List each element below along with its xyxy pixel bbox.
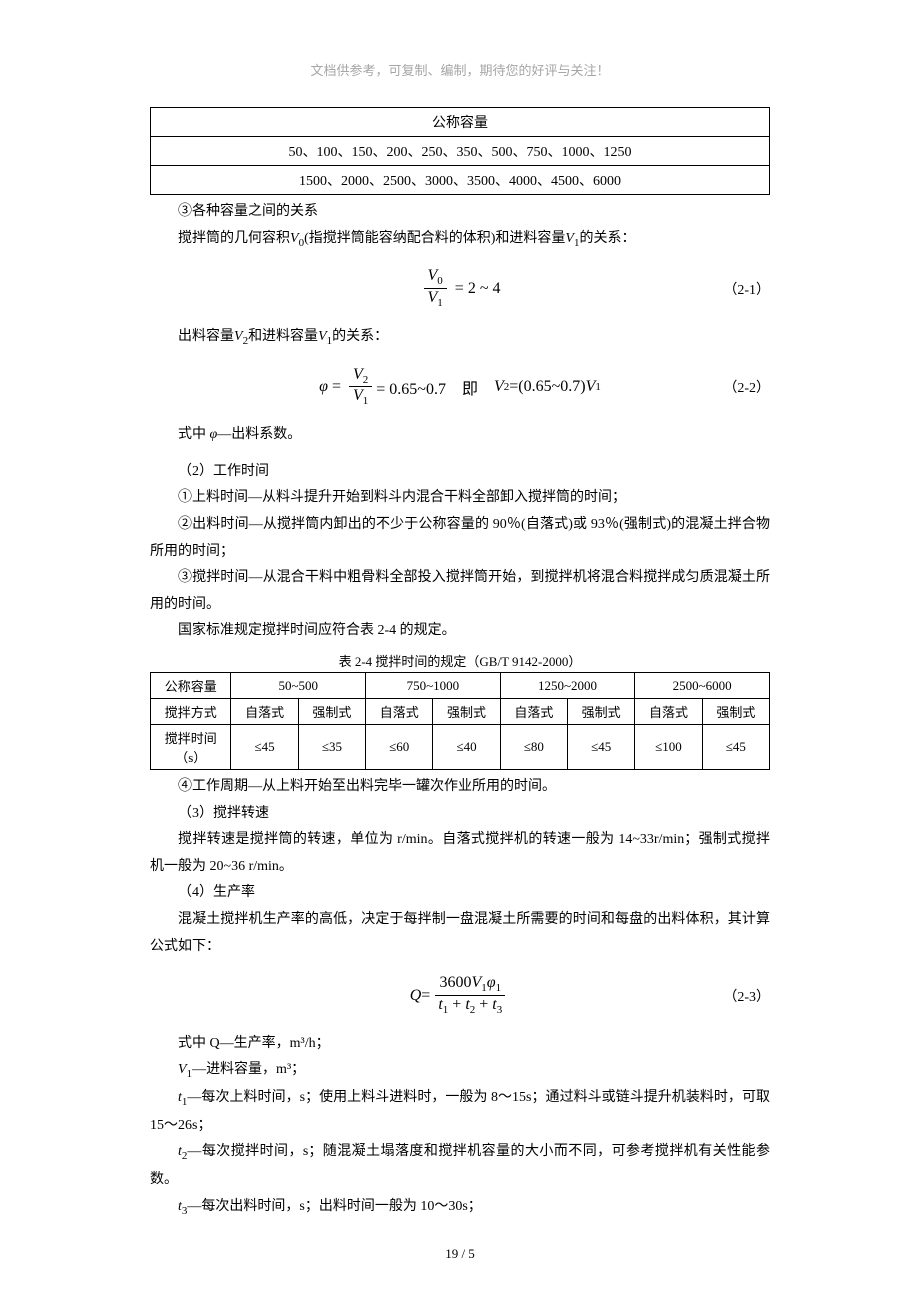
paragraph: t3—每次出料时间，s；出料时间一般为 10～30s； (150, 1194, 770, 1222)
text: = (421, 987, 430, 1005)
var: V (471, 974, 481, 991)
sub: 1 (437, 297, 443, 309)
text: (指搅拌筒能容纳配合料的体积)和进料容量 (304, 231, 565, 246)
table-cell: 搅拌时间（s） (151, 725, 231, 770)
text: 式中 (178, 427, 210, 442)
paragraph: V1—进料容量，m³； (150, 1057, 770, 1085)
table-cell: ≤60 (366, 725, 433, 770)
table-cell: ≤80 (500, 725, 567, 770)
text: 的关系： (579, 231, 635, 246)
text: —每次上料时间，s；使用上料斗进料时，一般为 8～15s；通过料斗或链斗提升机装… (150, 1090, 770, 1133)
eq-number: （2-3） (723, 986, 770, 1006)
table-2-4-caption: 表 2-4 搅拌时间的规定（GB/T 9142-2000） (150, 651, 770, 670)
table-cell: ≤100 (635, 725, 702, 770)
var: φ (319, 378, 328, 396)
paragraph: 式中 Q—生产率，m³/h； (150, 1031, 770, 1058)
sub: 1 (595, 381, 601, 393)
var: V (234, 329, 243, 344)
paragraph: ①上料时间—从料斗提升开始到料斗内混合干料全部卸入搅拌筒的时间； (150, 485, 770, 512)
text: = 0.65~0.7 即 (376, 375, 494, 399)
table-cell: 自落式 (635, 699, 702, 725)
equation-2-2: φ = V2 V1 = 0.65~0.7 即 V2 =(0.65~0.7) V1… (150, 366, 770, 409)
var: V (353, 387, 363, 404)
var: V (586, 378, 596, 396)
eq-number: （2-1） (723, 279, 770, 299)
sub: 1 (363, 396, 369, 408)
var: V (565, 231, 574, 246)
paragraph: 混凝土搅拌机生产率的高低，决定于每拌制一盘混凝土所需要的时间和每盘的出料体积，其… (150, 907, 770, 960)
equation-2-1: V0 V1 = 2 ~ 4 （2-1） (150, 267, 770, 310)
eq-number: （2-2） (723, 377, 770, 397)
text: —每次搅拌时间，s；随混凝土塌落度和搅拌机容量的大小而不同，可参考搅拌机有关性能… (150, 1144, 770, 1187)
paragraph: （3）搅拌转速 (150, 801, 770, 828)
rhs: = 2 ~ 4 (455, 280, 501, 298)
page-footer: 19 / 5 (150, 1246, 770, 1262)
text: = (332, 378, 341, 396)
paragraph: ④工作周期—从上料开始至出料完毕一罐次作业所用的时间。 (150, 774, 770, 801)
var: Q (410, 987, 422, 1005)
header-note: 文档供参考，可复制、编制，期待您的好评与关注！ (150, 60, 770, 79)
var: V (353, 366, 363, 383)
sub: 0 (437, 275, 443, 287)
paragraph: （2）工作时间 (150, 459, 770, 486)
var: V (428, 289, 438, 306)
table-cell: ≤45 (231, 725, 298, 770)
table-cell: ≤45 (568, 725, 635, 770)
paragraph: ②出料时间—从搅拌筒内卸出的不少于公称容量的 90％(自落式)或 93％(强制式… (150, 512, 770, 565)
text: + (448, 996, 465, 1013)
var: V (178, 1062, 187, 1077)
table-cell: ≤35 (298, 725, 365, 770)
var: V (318, 329, 327, 344)
paragraph: ③各种容量之间的关系 (150, 199, 770, 226)
equation-2-3: Q = 3600V1φ1 t1 + t2 + t3 （2-3） (150, 974, 770, 1017)
paragraph: 搅拌筒的几何容积V0(指搅拌筒能容纳配合料的体积)和进料容量V1的关系： (150, 226, 770, 254)
table-cell: ≤45 (702, 725, 769, 770)
paragraph: 出料容量V2和进料容量V1的关系： (150, 324, 770, 352)
capacity-table: 公称容量 50、100、150、200、250、350、500、750、1000… (150, 107, 770, 195)
var: V (494, 378, 504, 396)
table-2-4: 公称容量 50~500 750~1000 1250~2000 2500~6000… (150, 672, 770, 770)
text: —每次出料时间，s；出料时间一般为 10～30s； (187, 1199, 481, 1214)
table-cell: 自落式 (500, 699, 567, 725)
table-cell: ≤40 (433, 725, 500, 770)
table-cell: 750~1000 (366, 673, 501, 699)
table-cell: 自落式 (366, 699, 433, 725)
table-cell: 1250~2000 (500, 673, 635, 699)
table-cell: 强制式 (702, 699, 769, 725)
table-cell: 强制式 (568, 699, 635, 725)
text: —进料容量，m³； (192, 1062, 305, 1077)
paragraph: t1—每次上料时间，s；使用上料斗进料时，一般为 8～15s；通过料斗或链斗提升… (150, 1085, 770, 1139)
paragraph: ③搅拌时间—从混合干料中粗骨料全部投入搅拌筒开始，到搅拌机将混合料搅拌成匀质混凝… (150, 565, 770, 618)
table-cell: 搅拌方式 (151, 699, 231, 725)
paragraph: 搅拌转速是搅拌筒的转速，单位为 r/min。自落式搅拌机的转速一般为 14~33… (150, 827, 770, 880)
table-cell: 2500~6000 (635, 673, 770, 699)
sub: 3 (497, 1004, 503, 1016)
table-cell: 50~500 (231, 673, 366, 699)
text: =(0.65~0.7) (509, 378, 585, 396)
paragraph: 国家标准规定搅拌时间应符合表 2-4 的规定。 (150, 618, 770, 645)
text: 3600 (439, 974, 471, 991)
paragraph: t2—每次搅拌时间，s；随混凝土塌落度和搅拌机容量的大小而不同，可参考搅拌机有关… (150, 1139, 770, 1193)
paragraph: （4）生产率 (150, 880, 770, 907)
text: 和进料容量 (248, 329, 318, 344)
var: V (290, 231, 299, 246)
var: φ (487, 974, 496, 991)
text: 出料容量 (178, 329, 234, 344)
table-cell: 强制式 (298, 699, 365, 725)
table-cell: 公称容量 (151, 673, 231, 699)
capacity-header: 公称容量 (151, 108, 770, 137)
text: —出料系数。 (217, 427, 301, 442)
sub: 2 (363, 374, 369, 386)
text: 的关系： (332, 329, 388, 344)
table-cell: 强制式 (433, 699, 500, 725)
var: V (428, 267, 438, 284)
paragraph: 式中 φ—出料系数。 (150, 422, 770, 449)
table-cell: 自落式 (231, 699, 298, 725)
text: 搅拌筒的几何容积 (178, 231, 290, 246)
capacity-row: 50、100、150、200、250、350、500、750、1000、1250 (151, 137, 770, 166)
text: + (475, 996, 492, 1013)
sub: 1 (496, 982, 502, 994)
capacity-row: 1500、2000、2500、3000、3500、4000、4500、6000 (151, 166, 770, 195)
